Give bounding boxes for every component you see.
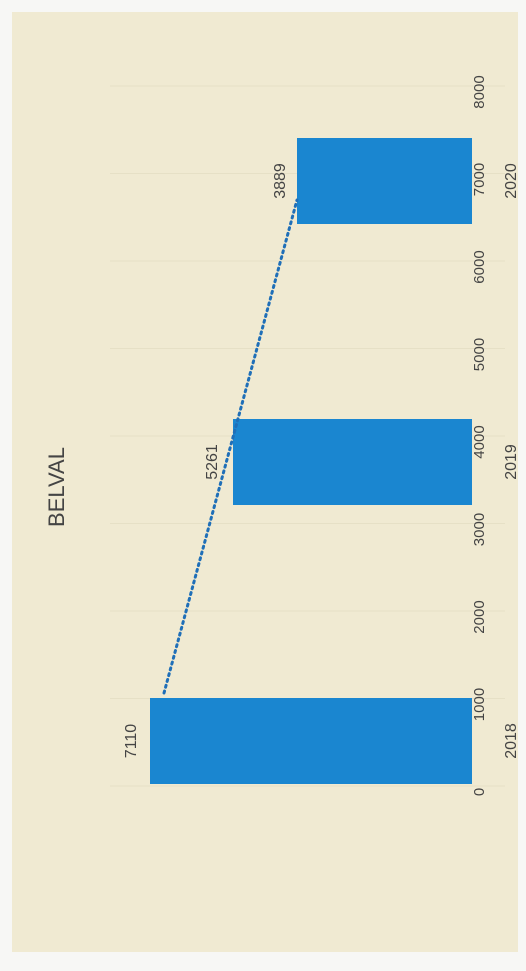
category-label: 2019 bbox=[503, 444, 520, 480]
y-tick-label: 4000 bbox=[471, 425, 488, 458]
trendline bbox=[162, 198, 299, 695]
data-label: 5261 bbox=[204, 444, 221, 480]
trendline-layer bbox=[162, 198, 299, 695]
bar bbox=[297, 138, 472, 224]
y-tick-label: 8000 bbox=[471, 75, 488, 108]
category-label: 2018 bbox=[503, 723, 520, 759]
y-tick-label: 2000 bbox=[471, 600, 488, 633]
chart-title: BELVAL bbox=[44, 447, 69, 527]
data-label: 3889 bbox=[272, 163, 289, 199]
bars bbox=[150, 138, 472, 784]
y-tick-label: 7000 bbox=[471, 163, 488, 196]
category-label: 2020 bbox=[503, 163, 520, 199]
y-tick-label: 3000 bbox=[471, 513, 488, 546]
labels: 0 1000 2000 3000 4000 5000 6000 7000 8000 7110 201… bbox=[123, 75, 520, 796]
y-tick-label: 5000 bbox=[471, 338, 488, 371]
y-tick-label: 6000 bbox=[471, 250, 488, 283]
y-tick-label: 0 bbox=[471, 788, 488, 796]
y-tick-label: 1000 bbox=[471, 688, 488, 721]
data-label: 7110 bbox=[123, 724, 140, 759]
bar bbox=[233, 419, 472, 505]
bar bbox=[150, 698, 472, 784]
